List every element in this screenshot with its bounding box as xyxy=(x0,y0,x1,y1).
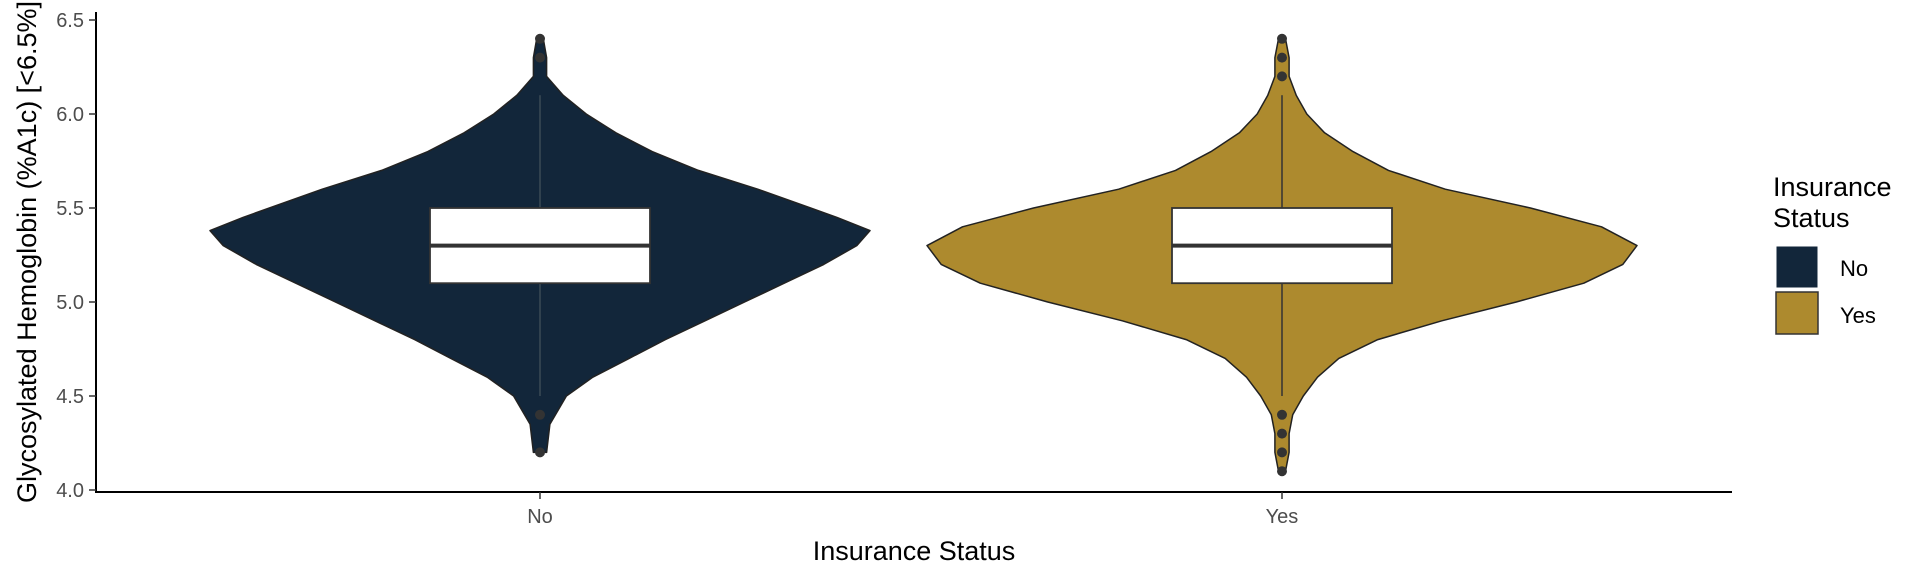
x-axis-title: Insurance Status xyxy=(813,536,1016,566)
outlier-point xyxy=(1277,71,1287,82)
legend-label-yes: Yes xyxy=(1840,303,1876,328)
boxplots-layer xyxy=(429,95,1393,396)
outlier-point xyxy=(1277,466,1287,477)
legend: Insurance Status No Yes xyxy=(1773,172,1899,335)
outlier-point xyxy=(535,52,545,63)
y-tick-label: 6.0 xyxy=(56,104,84,126)
legend-title-line-1: Insurance xyxy=(1773,172,1892,202)
y-ticks: 4.0 4.5 5.0 5.5 6.0 6.5 xyxy=(56,10,96,502)
outlier-point xyxy=(1277,447,1287,458)
outliers-layer xyxy=(535,33,1287,477)
legend-key-yes xyxy=(1775,291,1819,335)
outlier-point xyxy=(535,33,545,44)
outlier-point xyxy=(1277,52,1287,63)
x-tick-label: Yes xyxy=(1266,506,1299,528)
outlier-point xyxy=(1277,33,1287,44)
legend-key-no xyxy=(1775,245,1819,289)
legend-title-line-2: Status xyxy=(1773,203,1850,233)
x-tick-label: No xyxy=(527,506,553,528)
outlier-point xyxy=(1277,428,1287,439)
violins-layer xyxy=(209,38,1638,472)
outlier-point xyxy=(535,447,545,458)
y-tick-label: 6.5 xyxy=(56,10,84,32)
outlier-point xyxy=(535,409,545,420)
y-tick-label: 4.5 xyxy=(56,386,84,408)
legend-label-no: No xyxy=(1840,256,1868,281)
y-tick-label: 5.0 xyxy=(56,292,84,314)
y-tick-label: 4.0 xyxy=(56,480,84,502)
y-tick-label: 5.5 xyxy=(56,198,84,220)
outlier-point xyxy=(1277,409,1287,420)
y-axis-title: Glycosylated Hemoglobin (%A1c) [<6.5%] xyxy=(12,1,42,503)
x-ticks: No Yes xyxy=(527,492,1298,528)
legend-title: Insurance Status xyxy=(1773,172,1899,233)
